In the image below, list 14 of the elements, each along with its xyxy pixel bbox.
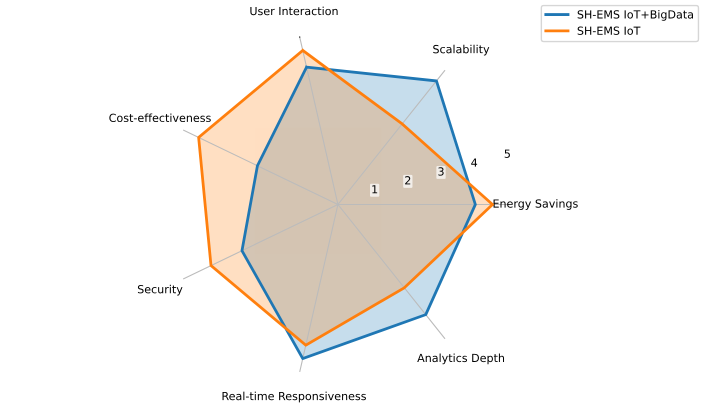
y-tick-label: 4 (471, 158, 478, 167)
spoke-label: Scalability (433, 44, 490, 56)
spoke-label: User Interaction (250, 6, 338, 16)
spoke-label: Analytics Depth (417, 354, 504, 364)
spoke-label: Real-time Responsiveness (222, 392, 366, 402)
legend-label: SH-EMS IoT+BigData (578, 10, 693, 21)
spoke-label: Cost-effectiveness (109, 113, 211, 122)
y-tick-label: 2 (405, 176, 410, 184)
legend-label: SH-EMS IoT (578, 26, 640, 35)
spoke-label: Energy Savings (494, 199, 578, 210)
spoke-label: Security (138, 284, 182, 296)
y-tick-label: 5 (504, 150, 510, 158)
y-tick-label: 3 (438, 167, 444, 176)
y-tick-label: 1 (372, 185, 378, 194)
